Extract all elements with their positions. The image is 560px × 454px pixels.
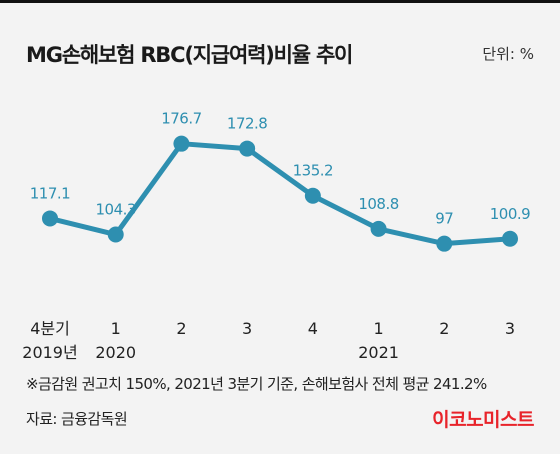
data-point [370, 220, 387, 237]
x-tick-label: 4분기 [30, 319, 70, 338]
brand-logo: 이코노미스트 [432, 409, 534, 431]
data-label: 108.8 [358, 195, 398, 213]
chart-title: MG손해보험 RBC(지급여력)비율 추이 [26, 43, 353, 67]
data-label: 176.7 [161, 110, 201, 128]
data-point [502, 230, 518, 247]
unit-label: 단위: % [482, 45, 534, 63]
data-label: 135.2 [293, 162, 333, 180]
data-label: 100.9 [490, 205, 530, 223]
x-tick-label: 3 [242, 319, 252, 338]
x-tick-label: 4 [308, 319, 318, 338]
x-tick-label: 2 [176, 319, 186, 338]
x-tick-label: 3 [505, 319, 515, 338]
data-label: 97 [435, 210, 453, 228]
x-tick-label: 1 [111, 319, 121, 338]
x-year-label: 2021 [358, 343, 399, 362]
series-line [47, 141, 513, 247]
data-point [173, 135, 190, 152]
x-tick-label: 2 [439, 319, 449, 338]
x-year-label: 2020 [95, 343, 136, 362]
footnote: ※금감원 권고치 150%, 2021년 3분기 기준, 손해보험사 전체 평균… [26, 375, 487, 393]
data-label: 104.3 [95, 201, 135, 219]
line-chart: 117.1 104.3 176.7 172.8 135.2 108.8 97 100.9 4분… [22, 110, 530, 362]
x-year-label: 2019년 [22, 343, 77, 362]
data-point [42, 210, 58, 227]
data-point [107, 226, 124, 243]
data-point [436, 235, 453, 252]
data-label: 172.8 [227, 115, 267, 133]
data-point [239, 140, 256, 157]
x-tick-label: 1 [373, 319, 383, 338]
source-note: 자료: 금융감독원 [26, 410, 128, 428]
data-label: 117.1 [30, 184, 70, 202]
data-point [304, 187, 321, 204]
